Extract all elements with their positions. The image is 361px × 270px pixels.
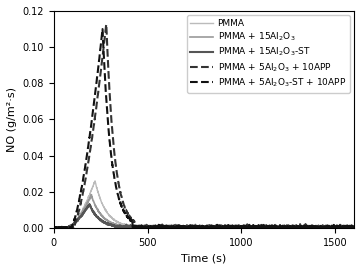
PMMA + 15Al$_2$O$_3$ (190, 225, 194, 229)
PMMA + 15Al$_2$O$_3$-ST (52, 226, 56, 230)
PMMA (343, 226, 348, 229)
Line: PMMA: PMMA (54, 181, 354, 228)
PMMA (198, 225, 202, 228)
PMMA + 15Al$_2$O$_3$ (343, 226, 348, 230)
PMMA + 15Al$_2$O$_3$-ST (190, 225, 194, 228)
PMMA + 5Al$_2$O$_3$ + 10APP (352, 226, 356, 229)
PMMA + 15Al$_2$O$_3$-ST (198, 226, 202, 229)
PMMA + 15Al$_2$O$_3$-ST (352, 226, 356, 230)
PMMA + 15Al$_2$O$_3$ (352, 226, 356, 229)
PMMA + 5Al$_2$O$_3$-ST + 10APP (343, 226, 348, 230)
PMMA (343, 226, 348, 230)
PMMA (288, 225, 292, 229)
PMMA + 15Al$_2$O$_3$ (198, 226, 202, 229)
PMMA + 15Al$_2$O$_3$ (343, 226, 348, 230)
PMMA + 5Al$_2$O$_3$-ST + 10APP (52, 226, 56, 230)
PMMA (52, 226, 56, 230)
PMMA + 5Al$_2$O$_3$-ST + 10APP (352, 224, 356, 227)
PMMA + 5Al$_2$O$_3$-ST + 10APP (190, 225, 194, 229)
PMMA + 5Al$_2$O$_3$-ST + 10APP (198, 225, 202, 228)
PMMA (352, 226, 356, 229)
PMMA + 5Al$_2$O$_3$ + 10APP (190, 226, 194, 229)
Line: PMMA + 15Al$_2$O$_3$: PMMA + 15Al$_2$O$_3$ (54, 195, 354, 228)
PMMA + 15Al$_2$O$_3$-ST (52, 226, 56, 229)
PMMA + 5Al$_2$O$_3$-ST + 10APP (67, 226, 71, 230)
Line: PMMA + 5Al$_2$O$_3$-ST + 10APP: PMMA + 5Al$_2$O$_3$-ST + 10APP (54, 29, 354, 228)
Legend: PMMA, PMMA + 15Al$_2$O$_3$, PMMA + 15Al$_2$O$_3$-ST, PMMA + 5Al$_2$O$_3$ + 10APP: PMMA, PMMA + 15Al$_2$O$_3$, PMMA + 15Al$… (187, 15, 349, 93)
PMMA + 15Al$_2$O$_3$ (89, 193, 93, 196)
PMMA + 5Al$_2$O$_3$-ST + 10APP (288, 224, 292, 228)
PMMA + 5Al$_2$O$_3$ + 10APP (343, 225, 348, 228)
PMMA + 15Al$_2$O$_3$ (52, 226, 56, 230)
PMMA + 5Al$_2$O$_3$-ST + 10APP (100, 28, 105, 31)
PMMA + 5Al$_2$O$_3$ + 10APP (104, 23, 108, 26)
Line: PMMA + 15Al$_2$O$_3$-ST: PMMA + 15Al$_2$O$_3$-ST (54, 204, 354, 228)
PMMA + 15Al$_2$O$_3$ (67, 226, 71, 229)
PMMA + 15Al$_2$O$_3$-ST (343, 225, 348, 228)
X-axis label: Time (s): Time (s) (181, 253, 226, 263)
PMMA + 5Al$_2$O$_3$ + 10APP (52, 226, 56, 230)
PMMA + 5Al$_2$O$_3$ + 10APP (67, 226, 71, 229)
PMMA + 15Al$_2$O$_3$ (52, 226, 56, 229)
PMMA + 15Al$_2$O$_3$-ST (288, 225, 293, 228)
PMMA + 5Al$_2$O$_3$ + 10APP (198, 225, 202, 228)
PMMA + 15Al$_2$O$_3$ (288, 226, 293, 230)
PMMA + 15Al$_2$O$_3$-ST (343, 226, 348, 229)
PMMA + 15Al$_2$O$_3$-ST (67, 225, 71, 229)
PMMA + 5Al$_2$O$_3$-ST + 10APP (343, 225, 348, 229)
Line: PMMA + 5Al$_2$O$_3$ + 10APP: PMMA + 5Al$_2$O$_3$ + 10APP (54, 24, 354, 228)
PMMA + 5Al$_2$O$_3$ + 10APP (288, 224, 292, 228)
Y-axis label: NO (g/m²·s): NO (g/m²·s) (7, 87, 17, 152)
PMMA (190, 224, 194, 228)
PMMA + 15Al$_2$O$_3$-ST (87, 202, 92, 206)
PMMA + 5Al$_2$O$_3$ + 10APP (343, 226, 348, 229)
PMMA (67, 226, 71, 230)
PMMA (93, 179, 97, 183)
